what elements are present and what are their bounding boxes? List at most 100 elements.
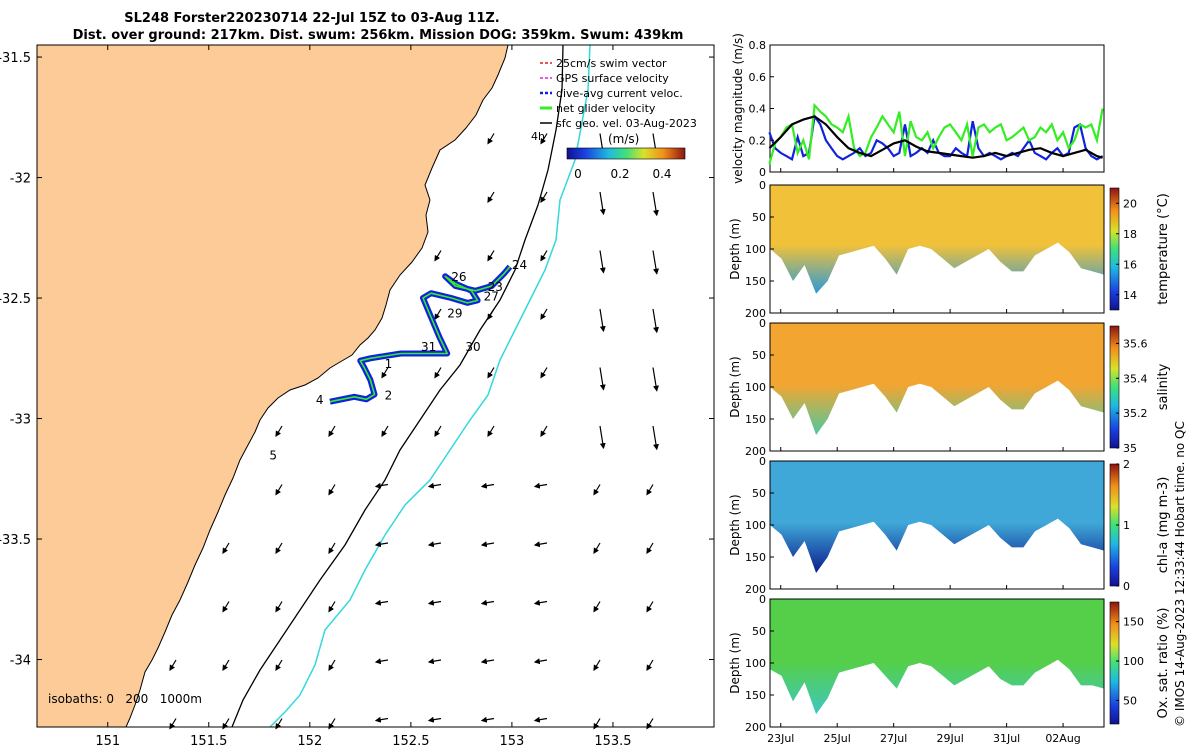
velocity-arrow — [480, 599, 495, 606]
section-ylabel: Depth (m) — [728, 494, 742, 555]
velocity-arrow — [540, 425, 548, 438]
map-xtick-label: 152 — [297, 734, 322, 749]
section-field — [770, 599, 1104, 715]
colorbar-tick-2: 0.4 — [652, 167, 671, 181]
oxygen-panel: 0 50 100 150 200 Depth (m) 50 100 150 Ox. sat. ra… — [728, 593, 1171, 745]
section-ytick-label: 200 — [745, 307, 766, 320]
velocity-arrow — [427, 482, 442, 489]
section-ytick-label: 0 — [759, 179, 766, 192]
section-xtick-label: 02Aug — [1045, 732, 1080, 745]
velocity-arrow — [480, 541, 495, 548]
velocity-series-2 — [768, 115, 1103, 159]
velocity-arrow — [381, 425, 389, 438]
map-ytick-label: -33 — [10, 413, 31, 428]
velocity-arrow — [533, 658, 548, 665]
colorbar-unit: (m/s) — [608, 132, 639, 146]
day-label: 26 — [451, 270, 466, 284]
section-ytick-label: 150 — [745, 551, 766, 564]
vel-ytick-label: 0.4 — [749, 103, 767, 116]
section-ytick-label: 0 — [759, 593, 766, 606]
vel-ylabel: velocity magnitude (m/s) — [731, 33, 745, 184]
velocity-arrow — [480, 482, 495, 489]
map-xtick-label: 153 — [499, 734, 524, 749]
velocity-arrow — [222, 659, 230, 672]
velocity-arrow — [593, 601, 601, 613]
colorbar-tick-label: 0 — [1123, 580, 1130, 593]
section-ytick-label: 50 — [752, 625, 766, 638]
colorbar-label: temperature (°C) — [1156, 193, 1171, 305]
title-line-2: Dist. over ground: 217km. Dist. swum: 25… — [73, 28, 684, 43]
section-field — [770, 461, 1104, 573]
velocity-arrow — [434, 367, 442, 379]
map-xtick-label: 151 — [95, 734, 120, 749]
velocity-arrow — [480, 658, 495, 665]
day-label: 4 — [316, 393, 324, 407]
velocity-arrow — [533, 716, 548, 723]
velocity-arrow — [487, 250, 495, 262]
colorbar-tick-label: 150 — [1123, 616, 1144, 629]
velocity-arrow — [434, 425, 442, 438]
velocity-arrow — [652, 367, 659, 392]
velocity-arrow — [652, 308, 659, 334]
velocity-arrow — [487, 308, 495, 321]
velocity-arrow — [533, 599, 548, 606]
velocity-arrow — [599, 367, 606, 391]
deep-isobath — [269, 44, 591, 728]
velocity-arrow — [646, 484, 654, 496]
day-label: 27 — [484, 289, 499, 303]
velocity-arrow — [222, 601, 230, 613]
velocity-arrow — [374, 716, 389, 723]
colorbar-tick-label: 50 — [1123, 694, 1137, 707]
map-land — [36, 44, 509, 728]
colorbar-tick-label: 2 — [1123, 458, 1130, 471]
colorbar-tick-label: 1 — [1123, 519, 1130, 532]
velocity-arrow — [646, 601, 654, 613]
velocity-arrow — [427, 541, 442, 548]
velocity-arrow — [599, 191, 606, 216]
velocity-arrow — [427, 599, 442, 606]
velocity-arrow — [533, 541, 548, 548]
velocity-arrow — [374, 541, 389, 548]
legend-4h: 4h — [531, 130, 545, 143]
velocity-arrow — [593, 659, 601, 672]
velocity-arrow — [599, 250, 606, 274]
section-colorbar — [1109, 601, 1120, 725]
section-ytick-label: 200 — [745, 445, 766, 458]
map-ytick-label: -31.5 — [0, 51, 31, 66]
section-ytick-label: 200 — [745, 583, 766, 596]
colorbar-tick-label: 14 — [1123, 289, 1137, 302]
velocity-arrow — [434, 250, 442, 262]
colorbar-tick-label: 35.4 — [1123, 372, 1148, 385]
velocity-arrow — [599, 308, 606, 333]
shelf-isobath — [231, 44, 564, 728]
map-legend: 25cm/s swim vector GPS surface velocity … — [531, 57, 697, 181]
section-xtick-label: 25Jul — [824, 732, 851, 745]
velocity-arrow — [427, 716, 442, 723]
velocity-arrow — [427, 658, 442, 665]
section-ytick-label: 100 — [745, 243, 766, 256]
section-field — [770, 185, 1104, 294]
map-ytick-label: -32.5 — [0, 292, 31, 307]
velocity-arrow — [222, 542, 230, 555]
section-ytick-label: 100 — [745, 381, 766, 394]
velocity-arrow — [381, 367, 389, 379]
day-label: 5 — [269, 449, 277, 463]
section-xtick-label: 29Jul — [936, 732, 963, 745]
map-ytick-label: -33.5 — [0, 533, 31, 548]
velocity-series-1 — [768, 102, 1104, 165]
velocity-arrow — [533, 482, 548, 489]
velocity-arrow — [646, 542, 654, 555]
colorbar-label: Ox. sat. ratio (%) — [1156, 608, 1171, 719]
chlorophyll-panel: 0 50 100 150 200 Depth (m) 0 1 2 chl-a (mg m-3) — [728, 455, 1171, 596]
velocity-arrow — [593, 484, 601, 496]
imos-note: © IMOS 14-Aug-2023 12:33:44 Hobart time.… — [1173, 421, 1187, 727]
velocity-arrow — [599, 425, 606, 450]
day-label: 23 — [488, 280, 503, 294]
velocity-arrow — [540, 250, 548, 262]
title-line-1: SL248 Forster220230714 22-Jul 15Z to 03-… — [124, 11, 499, 26]
colorbar-tick-0: 0 — [574, 167, 582, 181]
section-ytick-label: 100 — [745, 519, 766, 532]
map-frame — [36, 44, 715, 728]
salinity-panel: 0 50 100 150 200 Depth (m) 35 35.2 35.4 35.6 salin… — [728, 317, 1171, 458]
